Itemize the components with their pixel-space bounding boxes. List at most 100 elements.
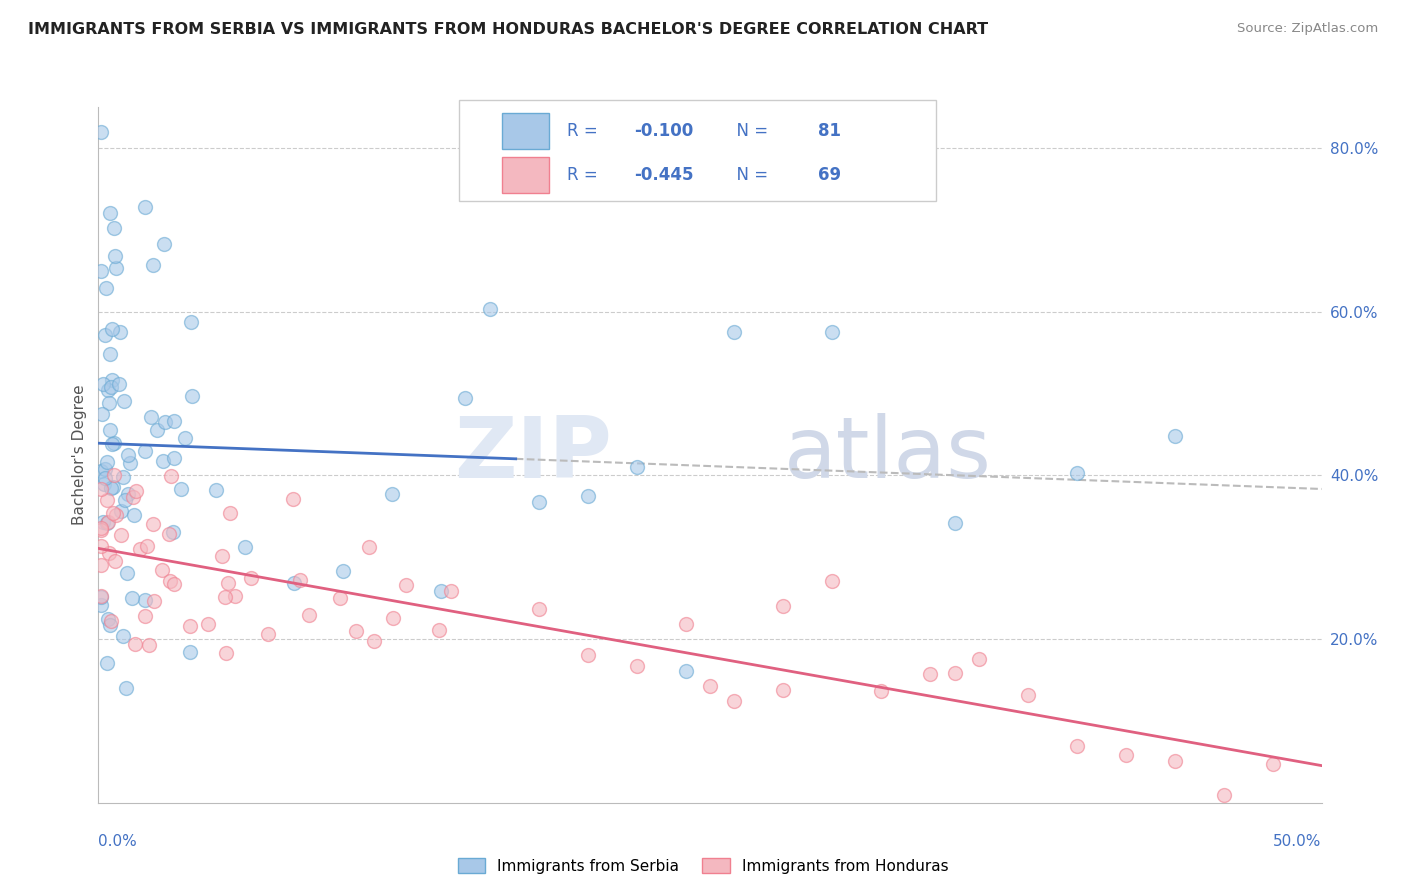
Point bbox=[98, 206, 121, 220]
Point bbox=[281, 491, 304, 506]
Point bbox=[110, 528, 132, 542]
Point bbox=[104, 508, 127, 523]
Point bbox=[159, 574, 181, 588]
Point bbox=[1261, 756, 1284, 771]
Point bbox=[1066, 466, 1088, 480]
Text: ZIP: ZIP bbox=[454, 413, 612, 497]
Point bbox=[233, 540, 256, 554]
Text: Source: ZipAtlas.com: Source: ZipAtlas.com bbox=[1237, 22, 1378, 36]
Point bbox=[101, 373, 124, 387]
Point bbox=[93, 477, 115, 491]
Point bbox=[174, 431, 197, 445]
Point bbox=[699, 679, 721, 693]
Point bbox=[142, 517, 165, 532]
Point bbox=[98, 347, 121, 361]
Point bbox=[114, 681, 136, 695]
Point bbox=[112, 394, 135, 409]
FancyBboxPatch shape bbox=[502, 157, 548, 193]
Point bbox=[205, 483, 228, 497]
Point bbox=[626, 659, 648, 673]
Point bbox=[217, 575, 239, 590]
Point bbox=[821, 574, 844, 588]
FancyBboxPatch shape bbox=[460, 100, 936, 201]
Point bbox=[101, 480, 124, 494]
Point bbox=[90, 464, 112, 478]
Point bbox=[114, 493, 136, 508]
Point bbox=[179, 619, 201, 633]
Point bbox=[104, 249, 127, 263]
Point bbox=[1066, 739, 1088, 753]
Text: 0.0%: 0.0% bbox=[98, 834, 138, 849]
Point bbox=[381, 487, 404, 501]
Text: R =: R = bbox=[567, 166, 603, 184]
Point bbox=[163, 450, 186, 465]
Point bbox=[125, 483, 148, 498]
Point bbox=[136, 539, 159, 553]
Point bbox=[967, 652, 990, 666]
Point bbox=[576, 648, 599, 663]
Point bbox=[90, 591, 112, 605]
Point bbox=[197, 616, 219, 631]
Point bbox=[96, 455, 118, 469]
Point bbox=[160, 469, 183, 483]
Point bbox=[723, 694, 745, 708]
Point bbox=[142, 594, 165, 608]
Point bbox=[382, 611, 405, 625]
Point bbox=[115, 566, 138, 580]
Point bbox=[162, 524, 184, 539]
Point bbox=[288, 574, 311, 588]
Point bbox=[100, 618, 122, 632]
Point bbox=[90, 125, 112, 139]
Point bbox=[97, 395, 120, 409]
Point bbox=[90, 599, 112, 613]
Point bbox=[97, 515, 120, 529]
Text: -0.445: -0.445 bbox=[634, 166, 693, 184]
Point bbox=[101, 436, 124, 450]
Point bbox=[103, 436, 125, 450]
Point bbox=[122, 508, 145, 523]
Point bbox=[134, 200, 156, 214]
Point bbox=[100, 615, 122, 629]
Point bbox=[146, 423, 169, 437]
Point bbox=[100, 322, 122, 336]
Point bbox=[179, 645, 201, 659]
Point bbox=[870, 684, 893, 698]
Point bbox=[96, 516, 118, 531]
Point bbox=[357, 540, 380, 554]
Point bbox=[97, 383, 120, 397]
Point bbox=[1115, 747, 1137, 762]
Point bbox=[94, 280, 117, 294]
Point bbox=[329, 591, 352, 605]
Legend: Immigrants from Serbia, Immigrants from Honduras: Immigrants from Serbia, Immigrants from … bbox=[451, 852, 955, 880]
Point bbox=[527, 601, 550, 615]
Point bbox=[215, 646, 238, 660]
Point bbox=[163, 576, 186, 591]
Point bbox=[257, 626, 280, 640]
Point bbox=[108, 326, 131, 340]
Point bbox=[96, 493, 118, 508]
Point bbox=[153, 415, 176, 429]
Point bbox=[90, 482, 112, 496]
Point bbox=[112, 629, 135, 643]
Point bbox=[93, 471, 115, 485]
Point bbox=[100, 379, 122, 393]
Text: -0.100: -0.100 bbox=[634, 122, 693, 140]
Point bbox=[219, 506, 242, 520]
Point bbox=[94, 462, 117, 476]
Point bbox=[96, 612, 118, 626]
Point bbox=[363, 633, 385, 648]
Point bbox=[98, 423, 121, 437]
Point bbox=[821, 325, 844, 339]
Point bbox=[105, 261, 128, 276]
Point bbox=[1017, 688, 1039, 702]
Point bbox=[90, 558, 112, 572]
Point bbox=[170, 482, 193, 496]
Point bbox=[298, 607, 321, 622]
Point bbox=[478, 302, 501, 317]
Point bbox=[117, 448, 139, 462]
Point bbox=[576, 489, 599, 503]
Point bbox=[96, 656, 118, 670]
Point bbox=[124, 637, 146, 651]
Text: IMMIGRANTS FROM SERBIA VS IMMIGRANTS FROM HONDURAS BACHELOR'S DEGREE CORRELATION: IMMIGRANTS FROM SERBIA VS IMMIGRANTS FRO… bbox=[28, 22, 988, 37]
Text: atlas: atlas bbox=[783, 413, 991, 497]
